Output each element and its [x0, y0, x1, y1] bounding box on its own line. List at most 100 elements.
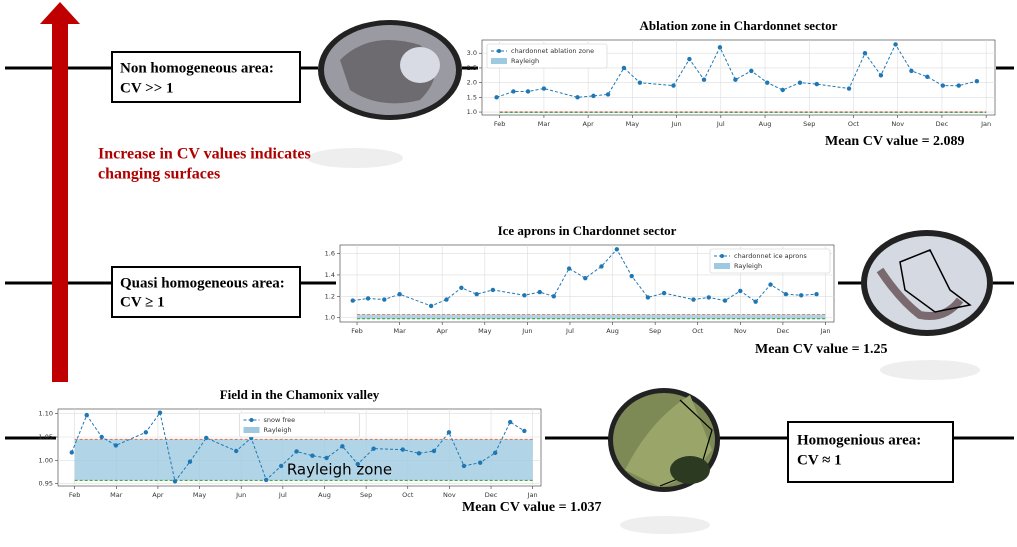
point [69, 450, 74, 455]
point [278, 463, 284, 469]
point [172, 479, 178, 484]
y-tick-label: 2.0 [467, 79, 477, 87]
x-tick-label: Apr [437, 327, 449, 335]
point [350, 298, 355, 303]
x-tick-label: Nov [734, 327, 747, 335]
shadow [620, 516, 710, 534]
legend-label: chardonnet ablation zone [511, 47, 594, 55]
point [490, 287, 496, 293]
x-tick-label: Mar [538, 120, 551, 128]
chart-title: Field in the Chamonix valley [220, 387, 380, 402]
x-tick-label: Dec [777, 327, 790, 335]
series-line [71, 411, 525, 483]
x-tick-label: Jul [565, 327, 574, 335]
x-tick-label: Mar [110, 491, 123, 499]
point [428, 303, 434, 309]
point [365, 296, 371, 301]
trend-text: changing surfaces [98, 166, 220, 183]
box-text: Non homogeneous area: [120, 60, 274, 76]
point [355, 461, 360, 467]
rayleigh-band [499, 111, 987, 113]
point [605, 92, 611, 97]
point [263, 477, 269, 483]
point [799, 293, 804, 298]
legend [709, 248, 831, 274]
point [645, 295, 651, 300]
chart-title: Ice aprons in Chardonnet sector [498, 223, 677, 238]
x-tick-label: Apr [152, 491, 164, 499]
x-tick-label: Oct [692, 327, 704, 335]
point [310, 453, 315, 458]
point [324, 455, 329, 461]
mean-cv: Mean CV value = 1.25 [755, 342, 888, 357]
x-tick-label: Jan [819, 327, 830, 335]
point [671, 83, 676, 88]
x-tick-label: Oct [402, 491, 414, 499]
y-tick-label: 2.5 [467, 64, 477, 72]
point [583, 275, 588, 281]
point [893, 42, 898, 47]
y-tick-label: 1.6 [325, 250, 335, 258]
point [397, 291, 402, 297]
photo-aprons [861, 230, 993, 336]
y-tick-label: 1.2 [325, 292, 335, 300]
point [431, 448, 437, 454]
y-tick-label: 1.0 [325, 314, 335, 322]
point [187, 459, 193, 464]
point [461, 463, 467, 469]
mean-cv: Mean CV value = 1.037 [462, 500, 602, 515]
point [733, 77, 738, 82]
x-tick-label: Jun [521, 327, 532, 335]
point [566, 266, 572, 271]
x-tick-label: Mar [393, 327, 406, 335]
y-tick-label: 3.0 [467, 49, 477, 57]
point [940, 83, 946, 88]
x-tick-label: Aug [606, 327, 619, 335]
box-text: Quasi homogeneous area: [120, 275, 285, 291]
x-tick-label: Feb [351, 327, 363, 335]
point [591, 93, 596, 99]
x-tick-label: Feb [69, 491, 81, 499]
legend-swatch [720, 254, 724, 258]
point [99, 434, 104, 440]
point [706, 295, 711, 300]
x-tick-label: May [478, 327, 492, 335]
x-tick-label: May [626, 120, 640, 128]
point [621, 65, 627, 71]
legend [239, 412, 360, 438]
point [691, 297, 696, 302]
shadow [307, 148, 403, 168]
point [340, 444, 345, 449]
trend-arrow [40, 2, 80, 382]
x-tick-label: Apr [583, 120, 595, 128]
point [511, 89, 516, 94]
point [84, 412, 89, 418]
point [765, 80, 770, 85]
point [537, 289, 542, 295]
box-text: Homogenious area: [797, 432, 921, 448]
point [400, 447, 405, 452]
legend-label: Rayleigh [511, 57, 539, 65]
box-text: CV >> 1 [120, 80, 174, 96]
x-tick-label: Aug [759, 120, 772, 128]
point [717, 45, 723, 50]
point [507, 419, 513, 425]
point [797, 80, 803, 85]
y-tick-label: 1.4 [325, 271, 335, 279]
point [768, 282, 773, 287]
x-tick-label: Jul [278, 491, 287, 499]
annotation: Rayleigh zone [287, 460, 392, 478]
point [878, 73, 884, 78]
photo-ablation [318, 20, 462, 120]
series-line [496, 43, 977, 98]
point [551, 294, 556, 299]
point [478, 460, 483, 465]
point [444, 297, 449, 302]
legend-label: snow free [264, 416, 296, 424]
x-tick-label: Sep [803, 120, 815, 128]
rayleigh-band [74, 439, 533, 481]
x-tick-label: Dec [936, 120, 949, 128]
y-tick-label: 1.10 [39, 410, 53, 418]
point [780, 87, 785, 93]
